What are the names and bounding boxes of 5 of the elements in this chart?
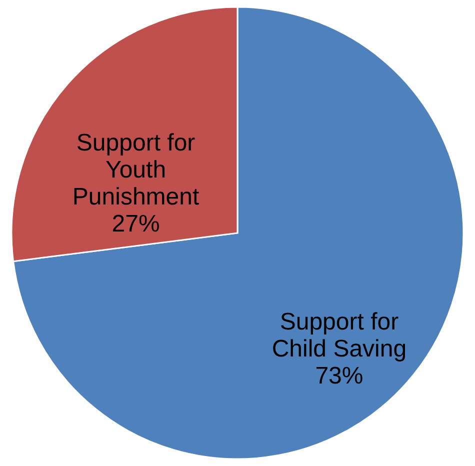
slice-label: Support for Child Saving xyxy=(272,308,407,363)
data-label: 27% xyxy=(112,210,160,238)
pie-slice xyxy=(12,6,464,460)
data-label: 73% xyxy=(315,362,364,390)
slice-label: Support for Youth Punishment xyxy=(72,129,200,210)
